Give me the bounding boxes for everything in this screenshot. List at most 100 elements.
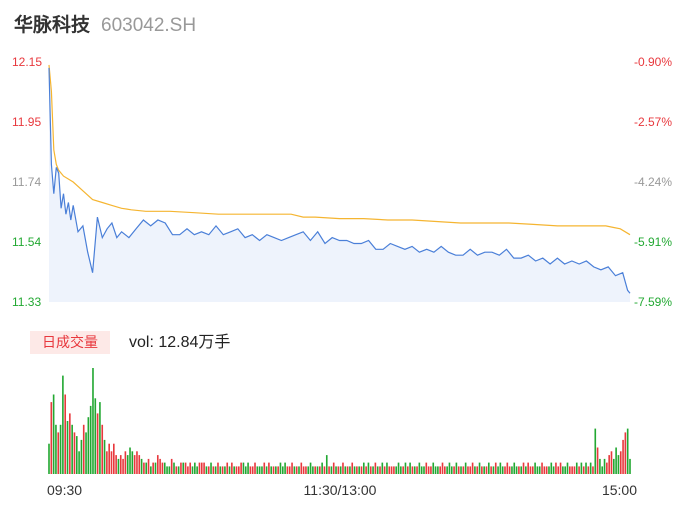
volume-bar [481, 466, 483, 474]
volume-bar [187, 466, 189, 474]
volume-bar [529, 466, 532, 474]
volume-bar [175, 466, 178, 474]
volume-bar [413, 466, 416, 474]
volume-bar [342, 462, 344, 474]
volume-bar [272, 466, 275, 474]
volume-bar [66, 421, 69, 474]
price-tick-label: 11.74 [12, 175, 41, 189]
percent-tick-label: -2.57% [634, 115, 672, 129]
volume-bar [606, 462, 608, 474]
volume-bar [228, 466, 231, 474]
volume-bar [418, 462, 421, 474]
volume-bar [416, 466, 418, 474]
volume-bars [48, 368, 631, 474]
volume-bar [490, 466, 492, 474]
volume-bar [265, 466, 268, 474]
volume-bar [302, 466, 305, 474]
volume-bar [224, 466, 226, 474]
volume-bar [612, 458, 615, 474]
volume-bar [238, 466, 240, 474]
volume-bar [557, 466, 560, 474]
volume-bar [358, 466, 360, 474]
volume-bar [110, 451, 113, 474]
volume-bar [446, 466, 448, 474]
volume-bar [434, 466, 437, 474]
volume-bar [126, 455, 129, 474]
volume-bar [330, 466, 333, 474]
volume-bar [476, 466, 479, 474]
volume-bar [291, 462, 293, 474]
volume-bar [210, 462, 212, 474]
volume-bar [159, 458, 161, 474]
volume-bar [573, 466, 576, 474]
volume-bar [152, 462, 154, 474]
volume-bar [453, 466, 455, 474]
volume-bar [513, 462, 516, 474]
volume-bar [99, 402, 101, 474]
volume-bar [117, 458, 120, 474]
volume-bar [444, 466, 446, 474]
volume-bar [374, 462, 377, 474]
volume-bar [599, 458, 601, 474]
volume-bar [619, 451, 622, 474]
price-tick-label: 11.54 [12, 235, 41, 249]
volume-bar [87, 417, 90, 474]
volume-bar [78, 451, 80, 474]
volume-bar [379, 466, 381, 474]
volume-bar [432, 462, 435, 474]
volume-bar [154, 462, 157, 474]
volume-bar [96, 413, 99, 474]
volume-bar [268, 462, 270, 474]
volume-bar [566, 462, 569, 474]
volume-bar [309, 462, 312, 474]
volume-bar [365, 466, 367, 474]
volume-bar [423, 466, 425, 474]
volume-bar [610, 451, 613, 474]
volume-bar [587, 466, 590, 474]
volume-bar [369, 466, 372, 474]
volume-bar [284, 462, 286, 474]
volume-bar [349, 466, 351, 474]
volume-bar [562, 466, 564, 474]
volume-bar [527, 462, 529, 474]
volume-bar [184, 462, 187, 474]
volume-bar [541, 462, 543, 474]
volume-bar [233, 466, 235, 474]
volume-badge-background [30, 331, 110, 354]
volume-bar [298, 466, 300, 474]
percent-tick-label: -0.90% [634, 55, 672, 69]
volume-bar [321, 462, 323, 474]
volume-bar [592, 466, 594, 474]
volume-bar [603, 458, 606, 474]
volume-bar [520, 466, 523, 474]
volume-bar [504, 466, 506, 474]
volume-bar [94, 398, 97, 474]
volume-bar [402, 466, 404, 474]
volume-bar [531, 466, 534, 474]
volume-bar [300, 462, 303, 474]
volume-bar [166, 466, 168, 474]
volume-bar [437, 466, 439, 474]
volume-bar [119, 455, 122, 474]
volume-bar [92, 368, 94, 474]
price-tick-label: 12.15 [12, 55, 42, 69]
volume-bar [471, 462, 474, 474]
volume-bar [580, 462, 583, 474]
volume-bar [214, 466, 217, 474]
volume-bar [242, 462, 245, 474]
time-tick-label: 15:00 [602, 482, 637, 498]
volume-bar [501, 466, 504, 474]
volume-bar [332, 462, 335, 474]
volume-bar [205, 466, 208, 474]
volume-bar [312, 466, 314, 474]
volume-bar [494, 462, 497, 474]
volume-bar [256, 466, 259, 474]
volume-bar [538, 466, 541, 474]
price-tick-label: 11.95 [12, 115, 41, 129]
volume-bar [198, 462, 201, 474]
volume-bar [499, 462, 502, 474]
volume-bar [295, 466, 298, 474]
volume-bar [596, 447, 599, 474]
volume-bar [203, 462, 205, 474]
volume-bar [550, 462, 553, 474]
